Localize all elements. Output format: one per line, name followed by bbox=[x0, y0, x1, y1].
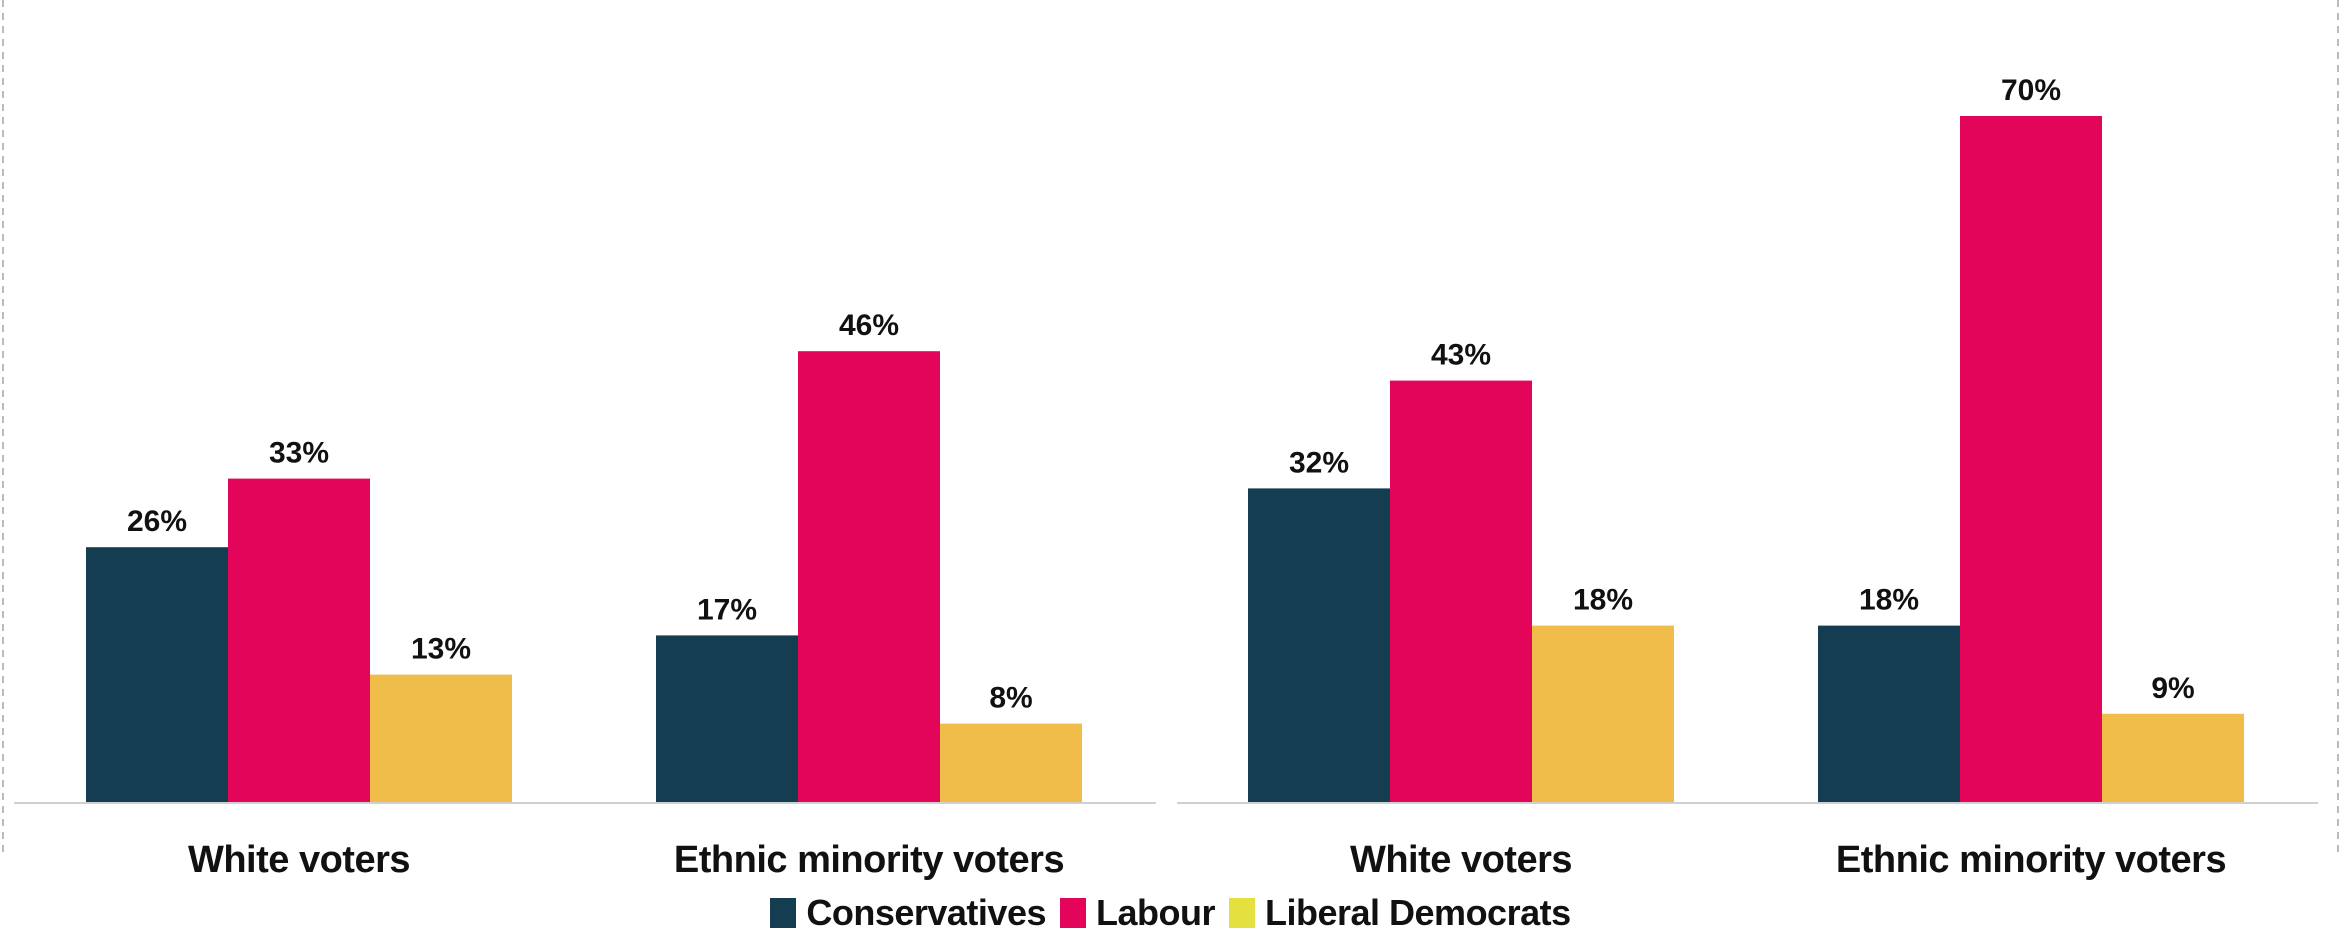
category-label-ethnic-minority-voters: Ethnic minority voters bbox=[674, 839, 1064, 881]
bar-conservatives-white-voters bbox=[86, 547, 228, 802]
data-label-conservatives-white-voters: 32% bbox=[1289, 446, 1349, 479]
chart-area: 26% 33% 13% White voters 17% 46% 8% Ethnic mino… bbox=[2, 0, 2339, 881]
legend-label-liberal-democrats: Liberal Democrats bbox=[1265, 892, 1571, 933]
legend-item-conservatives: Conservatives bbox=[770, 892, 1046, 934]
legend-swatch-conservatives bbox=[770, 898, 797, 928]
bar-conservatives-ethnic-minority-voters bbox=[656, 635, 798, 802]
data-label-labour-ethnic-minority-voters: 70% bbox=[2001, 74, 2061, 107]
bar-conservatives-white-voters bbox=[1248, 488, 1390, 802]
legend-item-labour: Labour bbox=[1060, 892, 1216, 934]
chart-panel-1: 26% 33% 13% White voters 17% 46% 8% Ethnic mino… bbox=[14, 309, 1156, 881]
data-label-conservatives-white-voters: 26% bbox=[127, 505, 187, 538]
legend-swatch-liberal-democrats bbox=[1229, 898, 1255, 928]
bar-conservatives-ethnic-minority-voters bbox=[1818, 625, 1960, 802]
data-label-labour-white-voters: 43% bbox=[1431, 339, 1491, 372]
legend-swatch-labour bbox=[1060, 898, 1086, 928]
chart-panel-2: 32% 43% 18% White voters 18% 70% 9% Ethnic mino… bbox=[1177, 74, 2318, 881]
bar-liberal-democrats-white-voters bbox=[1532, 625, 1674, 802]
data-label-conservatives-ethnic-minority-voters: 18% bbox=[1859, 584, 1919, 617]
data-label-labour-white-voters: 33% bbox=[269, 437, 329, 470]
data-label-liberal-democrats-white-voters: 18% bbox=[1573, 584, 1633, 617]
bar-liberal-democrats-ethnic-minority-voters bbox=[940, 723, 1082, 802]
legend-label-labour: Labour bbox=[1096, 892, 1216, 933]
category-label-white-voters: White voters bbox=[1350, 839, 1572, 881]
bar-labour-ethnic-minority-voters bbox=[1960, 116, 2102, 802]
data-label-liberal-democrats-ethnic-minority-voters: 9% bbox=[2151, 672, 2194, 705]
data-label-liberal-democrats-ethnic-minority-voters: 8% bbox=[989, 682, 1032, 715]
category-label-white-voters: White voters bbox=[188, 839, 410, 881]
bar-labour-ethnic-minority-voters bbox=[798, 351, 940, 802]
legend-item-liberal-democrats: Liberal Democrats bbox=[1229, 892, 1571, 934]
legend: Conservatives Labour Liberal Democrats bbox=[0, 890, 2341, 936]
bar-liberal-democrats-ethnic-minority-voters bbox=[2102, 713, 2244, 802]
data-label-labour-ethnic-minority-voters: 46% bbox=[839, 309, 899, 342]
bar-labour-white-voters bbox=[1390, 380, 1532, 802]
bar-labour-white-voters bbox=[228, 478, 370, 802]
category-label-ethnic-minority-voters: Ethnic minority voters bbox=[1836, 839, 2226, 881]
bar-liberal-democrats-white-voters bbox=[370, 674, 512, 802]
data-label-liberal-democrats-white-voters: 13% bbox=[411, 633, 471, 666]
legend-label-conservatives: Conservatives bbox=[806, 892, 1046, 933]
data-label-conservatives-ethnic-minority-voters: 17% bbox=[697, 593, 757, 626]
